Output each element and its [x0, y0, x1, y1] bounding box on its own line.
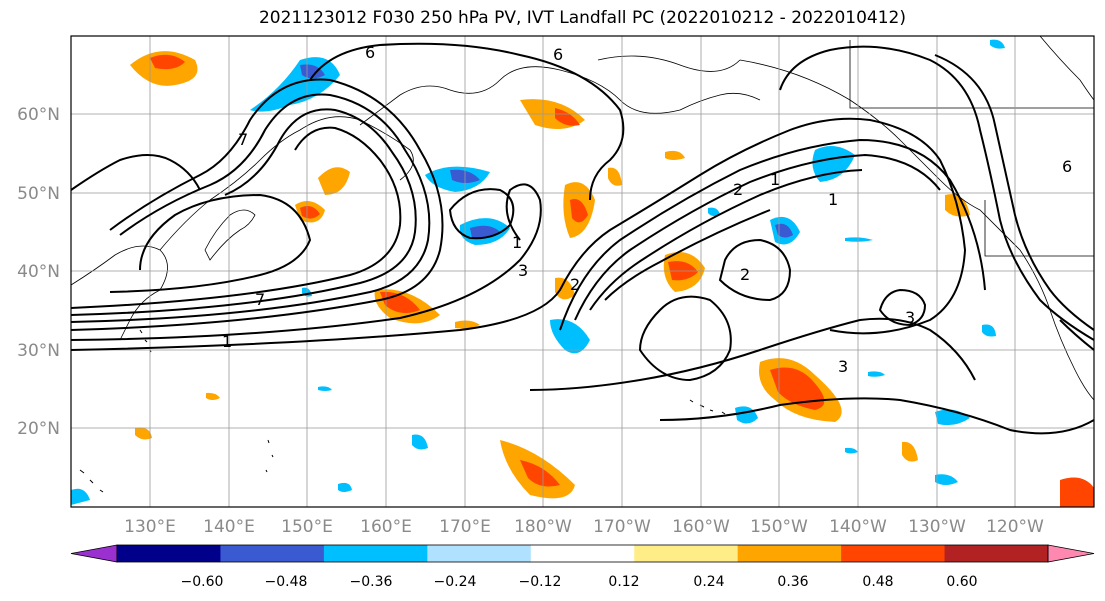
colorbar-labels: −0.60 −0.48 −0.36 −0.24 −0.12 0.12 0.24 … [181, 574, 978, 590]
lon-label-180w: 180°W [514, 517, 572, 537]
svg-text:1: 1 [828, 190, 838, 209]
colorbar-segment [117, 545, 221, 562]
svg-text:2: 2 [740, 265, 750, 284]
colorbar-tick: −0.60 [181, 574, 224, 590]
lon-label-120w: 120°W [986, 517, 1044, 537]
svg-text:7: 7 [255, 290, 265, 309]
colorbar-tick: 0.48 [862, 574, 893, 590]
colorbar-tick: 0.12 [608, 574, 639, 590]
colorbar-segment [323, 545, 428, 562]
lon-label-170e: 170°E [439, 517, 491, 537]
colorbar-segment [530, 545, 635, 562]
colorbar-segment [841, 545, 946, 562]
colorbar-extend-low [70, 544, 118, 563]
lat-label-40: 40°N [17, 262, 60, 282]
colorbar-tick: −0.48 [265, 574, 308, 590]
latitude-labels: 60°N 50°N 40°N 30°N 20°N [17, 105, 60, 439]
lat-label-60: 60°N [17, 105, 60, 125]
islands [79, 329, 726, 493]
lon-label-150e: 150°E [281, 517, 333, 537]
map-background [71, 36, 1094, 507]
map-frame [70, 35, 1095, 508]
lon-label-160e: 160°E [360, 517, 412, 537]
svg-text:6: 6 [1062, 157, 1072, 176]
map-title: 2021123012 F030 250 hPa PV, IVT Landfall… [258, 8, 906, 28]
pv-shading [71, 39, 1094, 507]
svg-text:3: 3 [838, 357, 848, 376]
colorbar-segment [220, 545, 325, 562]
svg-text:1: 1 [770, 170, 780, 189]
contour-labels: 6 6 7 7 1 1 3 2 2 1 3 3 2 1 6 [222, 43, 1072, 376]
svg-text:3: 3 [518, 261, 528, 280]
colorbar [70, 544, 1095, 563]
svg-text:1: 1 [512, 233, 522, 252]
lon-label-130w: 130°W [908, 517, 966, 537]
colorbar-segment [634, 545, 739, 562]
colorbar-segment [427, 545, 532, 562]
colorbar-tick: 0.24 [693, 574, 724, 590]
colorbar-tick: −0.12 [519, 574, 562, 590]
colorbar-tick: 0.60 [946, 574, 977, 590]
colorbar-extend-high [1047, 544, 1095, 563]
colorbar-tick: 0.36 [777, 574, 808, 590]
lon-label-150w: 150°W [750, 517, 808, 537]
colorbar-segment [737, 545, 842, 562]
lon-label-130e: 130°E [124, 517, 176, 537]
colorbar-tick: −0.24 [434, 574, 477, 590]
ivt-contours [71, 42, 1094, 435]
svg-text:7: 7 [238, 130, 248, 149]
colorbar-segment [944, 545, 1049, 562]
svg-text:6: 6 [365, 43, 375, 62]
lon-label-140e: 140°E [203, 517, 255, 537]
lat-label-20: 20°N [17, 419, 60, 439]
svg-text:2: 2 [733, 180, 743, 199]
colorbar-border [116, 544, 1049, 563]
colorbar-tick: −0.36 [350, 574, 393, 590]
svg-text:6: 6 [553, 45, 563, 64]
lat-label-30: 30°N [17, 341, 60, 361]
longitude-labels: 130°E 140°E 150°E 160°E 170°E 180°W 170°… [124, 517, 1044, 537]
svg-text:2: 2 [570, 275, 580, 294]
lon-label-160w: 160°W [672, 517, 730, 537]
lon-label-170w: 170°W [593, 517, 651, 537]
lon-label-140w: 140°W [829, 517, 887, 537]
svg-text:3: 3 [905, 308, 915, 327]
svg-text:1: 1 [222, 332, 232, 351]
lat-label-50: 50°N [17, 184, 60, 204]
